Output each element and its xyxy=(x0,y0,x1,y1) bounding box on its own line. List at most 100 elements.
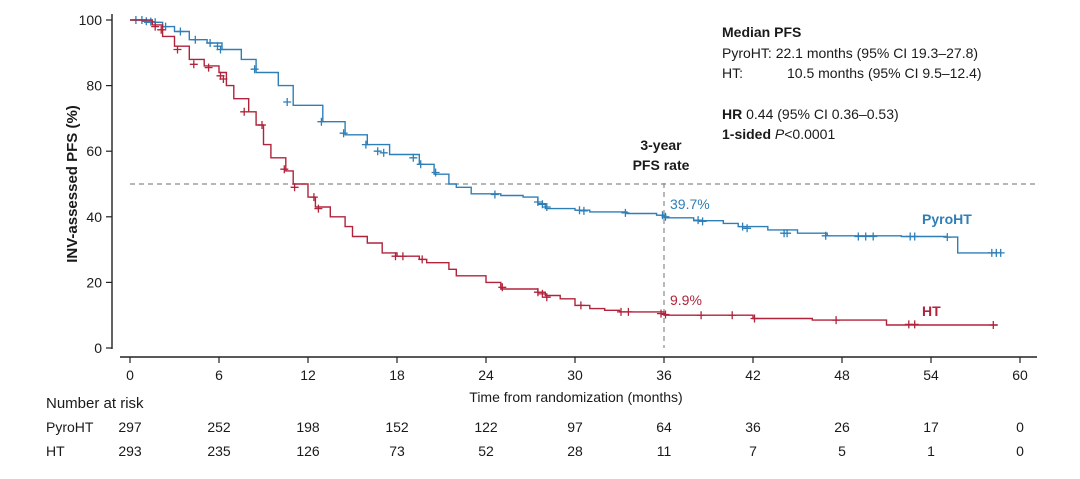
hazard-ratio: HR 0.44 (95% CI 0.36–0.53) xyxy=(722,105,899,124)
censor-mark-ht xyxy=(290,183,299,192)
censor-mark-ht xyxy=(538,289,547,298)
risk-table-title: Number at risk xyxy=(46,395,144,412)
risk-count: 97 xyxy=(567,419,583,435)
censor-mark-pyroht xyxy=(339,129,348,138)
risk-count: 0 xyxy=(1016,443,1024,459)
censor-mark-pyroht xyxy=(694,216,703,225)
censor-mark-pyroht xyxy=(191,35,200,44)
risk-count: 293 xyxy=(118,443,142,459)
series-label-pyroht: PyroHT xyxy=(922,211,972,227)
risk-count: 28 xyxy=(567,443,583,459)
censor-mark-ht xyxy=(533,288,542,297)
censor-mark-ht xyxy=(576,301,585,310)
censor-mark-pyroht xyxy=(250,65,259,74)
median-ht-value: 10.5 months (95% CI 9.5–12.4) xyxy=(787,65,982,81)
risk-count: 52 xyxy=(478,443,494,459)
censor-mark-ht xyxy=(240,107,249,116)
risk-count: 73 xyxy=(389,443,405,459)
x-axis-title: Time from randomization (months) xyxy=(469,389,682,405)
risk-row-label: HT xyxy=(46,443,65,459)
curve-pyroht xyxy=(130,19,998,254)
x-tick-label: 0 xyxy=(126,367,134,383)
censor-mark-pyroht xyxy=(431,168,440,177)
y-tick-label: 60 xyxy=(86,143,102,159)
risk-count: 0 xyxy=(1016,419,1024,435)
risk-count: 297 xyxy=(118,419,142,435)
reference-label: PFS rate xyxy=(633,157,690,173)
risk-count: 11 xyxy=(657,443,672,459)
median-pyroht-label: PyroHT: xyxy=(722,45,772,61)
censor-mark-pyroht xyxy=(373,147,382,156)
censor-mark-ht xyxy=(314,204,323,213)
censor-mark-pyroht xyxy=(910,232,919,241)
censor-mark-ht xyxy=(498,283,507,292)
censor-mark-ht xyxy=(258,121,266,129)
censor-mark-pyroht xyxy=(146,17,155,26)
x-tick-label: 60 xyxy=(1012,367,1028,383)
median-pfs-ht: HT: 10.5 months (95% CI 9.5–12.4) xyxy=(722,64,982,83)
risk-count: 198 xyxy=(296,419,320,435)
x-tick-label: 18 xyxy=(389,367,405,383)
censor-mark-pyroht xyxy=(579,206,588,215)
censor-mark-pyroht xyxy=(409,153,418,162)
p-value: 1-sided P<0.0001 xyxy=(722,125,835,144)
censor-mark-pyroht xyxy=(698,217,707,226)
censor-mark-pyroht xyxy=(661,212,670,221)
censor-mark-ht xyxy=(204,63,213,72)
x-tick-label: 12 xyxy=(300,367,316,383)
censor-mark-ht xyxy=(542,293,551,302)
reference-label: 3-year xyxy=(640,137,682,153)
censor-mark-ht xyxy=(418,255,427,264)
rate-label-pyroht: 39.7% xyxy=(670,196,710,212)
y-tick-label: 20 xyxy=(86,274,102,290)
median-ht-label: HT: xyxy=(722,65,743,81)
censor-mark-ht xyxy=(391,252,400,261)
risk-count: 36 xyxy=(745,419,761,435)
risk-count: 17 xyxy=(923,419,939,435)
censor-mark-pyroht xyxy=(538,200,547,209)
median-pyroht-value: 22.1 months (95% CI 19.3–27.8) xyxy=(775,45,979,61)
risk-count: 152 xyxy=(385,419,409,435)
x-tick-label: 36 xyxy=(656,367,672,383)
y-tick-label: 40 xyxy=(86,209,102,225)
x-tick-label: 30 xyxy=(567,367,583,383)
p-value-value: <0.0001 xyxy=(784,126,836,142)
censor-mark-pyroht xyxy=(490,190,499,199)
censor-mark-pyroht xyxy=(943,233,952,242)
censor-mark-ht xyxy=(750,314,759,323)
censor-mark-ht xyxy=(157,25,166,34)
censor-mark-pyroht xyxy=(317,117,326,126)
reference-lines xyxy=(130,183,1037,348)
censor-mark-pyroht xyxy=(854,232,863,241)
hr-value: 0.44 (95% CI 0.36–0.53) xyxy=(746,106,899,122)
y-axis-title: INV-assessed PFS (%) xyxy=(64,105,81,263)
censor-mark-pyroht xyxy=(361,140,370,149)
censor-mark-ht xyxy=(280,165,289,174)
censor-mark-pyroht xyxy=(206,39,215,47)
censor-mark-pyroht xyxy=(533,198,542,206)
censor-mark-ht xyxy=(309,193,318,202)
censor-mark-pyroht xyxy=(821,231,830,240)
censor-mark-ht xyxy=(661,310,670,319)
censor-mark-ht xyxy=(398,252,407,261)
x-tick-label: 54 xyxy=(923,367,939,383)
censor-mark-ht xyxy=(219,75,228,83)
risk-count: 235 xyxy=(207,443,231,459)
risk-count: 122 xyxy=(474,419,498,435)
risk-count: 5 xyxy=(838,443,846,459)
risk-count: 26 xyxy=(834,419,850,435)
censor-mark-ht xyxy=(989,321,998,329)
censor-mark-ht xyxy=(657,309,665,318)
risk-count: 126 xyxy=(296,443,320,459)
risk-count: 64 xyxy=(656,419,672,435)
axes: 0 20 40 60 80 100 0 6 12 18 24 30 36 42 48 54 60 INV-asse… xyxy=(64,12,1037,405)
censor-mark-pyroht xyxy=(176,27,185,36)
censor-mark-ht xyxy=(832,316,841,325)
hr-label: HR xyxy=(722,106,743,122)
censor-mark-pyroht xyxy=(621,208,630,217)
censor-mark-pyroht xyxy=(542,203,551,211)
rate-label-ht: 9.9% xyxy=(670,292,702,308)
censor-mark-ht xyxy=(624,307,633,316)
